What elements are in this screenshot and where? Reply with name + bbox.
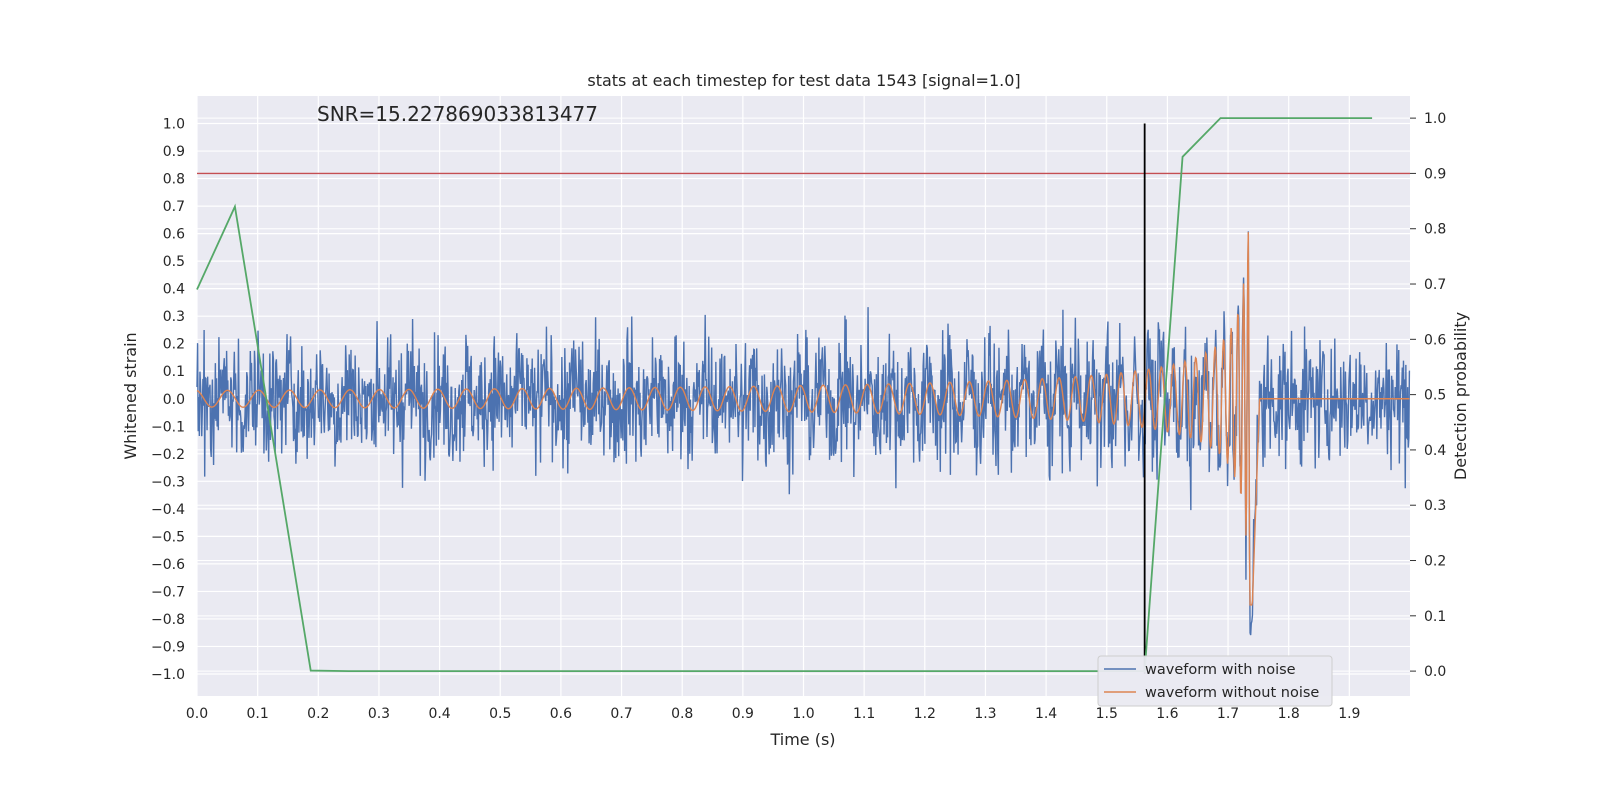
x-tick-label: 0.2 — [307, 706, 329, 722]
x-tick-label: 0.3 — [368, 706, 390, 722]
grid-lines — [196, 96, 1410, 696]
y-tick-label: −0.1 — [151, 419, 185, 435]
x-axis-ticks: 0.0 0.1 0.2 0.3 0.4 0.5 0.6 0.7 0.8 0.9 1.0 1.1 1.2 1… — [186, 706, 1361, 722]
waveform-without-noise-line — [196, 232, 1410, 606]
detection-probability-line — [196, 117, 1373, 673]
y-tick-label: −0.3 — [151, 474, 185, 490]
y2-tick-label: 0.4 — [1424, 443, 1446, 459]
x-tick-label: 1.2 — [914, 706, 936, 722]
y-tick-label: 0.2 — [163, 337, 185, 353]
legend-label-noise: waveform with noise — [1145, 662, 1296, 678]
series-waveform-without-noise — [196, 232, 1410, 606]
y2-tick-label: 0.1 — [1424, 609, 1446, 625]
y2-axis-ticks: 1.0 0.9 0.8 0.7 0.6 0.5 0.4 0.3 0.2 0.1 0.0 — [1410, 111, 1446, 680]
x-tick-label: 1.3 — [974, 706, 996, 722]
y-tick-label: 0.4 — [163, 282, 185, 298]
y2-tick-label: 1.0 — [1424, 111, 1446, 127]
y-tick-label: 0.0 — [163, 392, 185, 408]
y-tick-label: −0.6 — [151, 557, 185, 573]
y-tick-label: −0.4 — [151, 502, 185, 518]
legend-box — [1097, 655, 1333, 707]
y-tick-label: 0.6 — [163, 227, 185, 243]
y2-tick-label: 0.6 — [1424, 332, 1446, 348]
chart-title: stats at each timestep for test data 154… — [587, 71, 1020, 90]
y-axis-label: Whitened strain — [121, 332, 140, 459]
y-tick-label: 0.1 — [163, 364, 185, 380]
x-tick-label: 0.5 — [489, 706, 511, 722]
y2-tick-label: 0.9 — [1424, 166, 1446, 182]
y-tick-label: 0.5 — [163, 254, 185, 270]
x-tick-label: 0.6 — [550, 706, 572, 722]
y-tick-label: −0.7 — [151, 584, 185, 600]
x-tick-label: 1.1 — [853, 706, 875, 722]
y-tick-label: −0.2 — [151, 447, 185, 463]
y2-tick-label: 0.7 — [1424, 277, 1446, 293]
x-tick-label: 0.0 — [186, 706, 208, 722]
y-tick-label: −1.0 — [151, 667, 185, 683]
x-tick-label: 1.4 — [1035, 706, 1057, 722]
y-tick-label: 0.3 — [163, 309, 185, 325]
overlay-lines — [196, 117, 1410, 674]
x-tick-label: 0.8 — [671, 706, 693, 722]
x-tick-label: 1.8 — [1278, 706, 1300, 722]
y-tick-label: 0.9 — [163, 144, 185, 160]
y-tick-label: 1.0 — [163, 117, 185, 133]
x-tick-label: 0.1 — [247, 706, 269, 722]
y-tick-label: −0.5 — [151, 529, 185, 545]
legend-label-chirp: waveform without noise — [1145, 685, 1319, 701]
y2-tick-label: 0.5 — [1424, 388, 1446, 404]
y2-axis-label: Detection probability — [1451, 312, 1470, 480]
snr-annotation: SNR=15.227869033813477 — [317, 102, 598, 126]
y-tick-label: 0.7 — [163, 199, 185, 215]
x-axis-label: Time (s) — [769, 730, 835, 749]
x-tick-label: 0.7 — [610, 706, 632, 722]
legend: waveform with noise waveform without noi… — [1097, 655, 1333, 707]
x-tick-label: 1.6 — [1156, 706, 1178, 722]
y2-tick-label: 0.3 — [1424, 498, 1446, 514]
x-tick-label: 0.9 — [732, 706, 754, 722]
y-tick-label: −0.9 — [151, 639, 185, 655]
x-tick-label: 1.7 — [1217, 706, 1239, 722]
y-axis-ticks: 1.0 0.9 0.8 0.7 0.6 0.5 0.4 0.3 0.2 0.1 0.0 −0.1 −0.… — [151, 117, 185, 683]
y-tick-label: −0.8 — [151, 612, 185, 628]
y2-tick-label: 0.8 — [1424, 222, 1446, 238]
x-tick-label: 0.4 — [428, 706, 450, 722]
x-tick-label: 1.0 — [792, 706, 814, 722]
y-tick-label: 0.8 — [163, 172, 185, 188]
y2-tick-label: 0.0 — [1424, 664, 1446, 680]
x-tick-label: 1.5 — [1096, 706, 1118, 722]
x-tick-label: 1.9 — [1338, 706, 1360, 722]
y2-tick-label: 0.2 — [1424, 554, 1446, 570]
